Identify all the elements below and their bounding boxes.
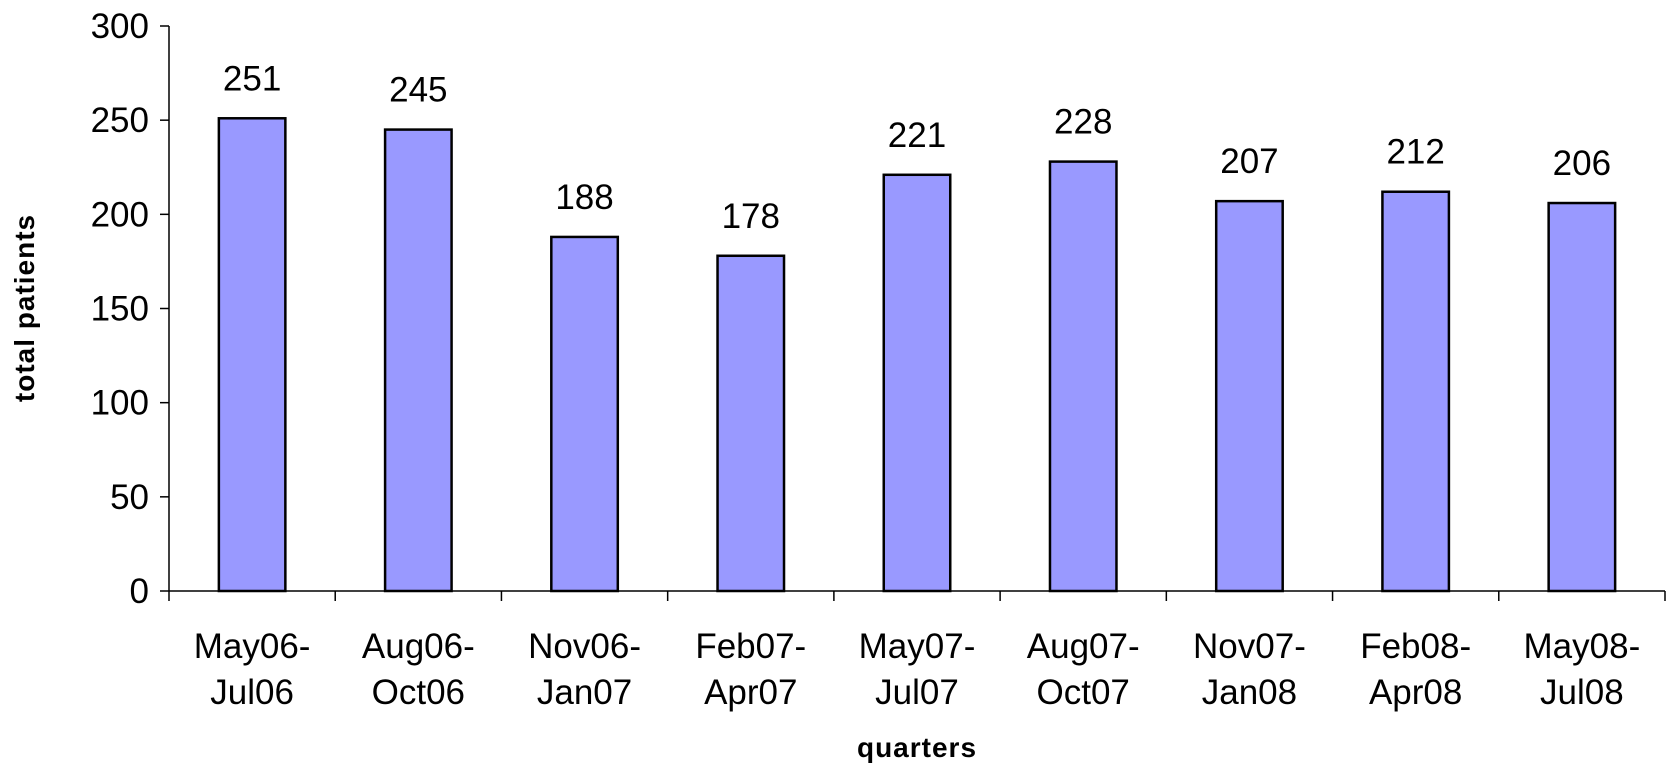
y-tick-label: 300	[91, 7, 149, 46]
y-tick-label: 100	[91, 384, 149, 423]
data-label: 245	[389, 71, 447, 110]
x-tick-label: Aug06-Oct06	[362, 627, 475, 712]
bar	[716, 254, 786, 593]
data-label: 221	[888, 116, 946, 155]
bar	[882, 173, 952, 593]
bar	[1547, 201, 1617, 593]
bar	[217, 117, 287, 593]
data-label: 206	[1553, 144, 1611, 183]
x-tick-label: May07-Jul07	[859, 627, 976, 712]
bar	[1381, 190, 1451, 593]
y-tick-label: 200	[91, 195, 149, 234]
bar	[550, 235, 620, 593]
x-tick-label: Aug07-Oct07	[1027, 627, 1140, 712]
y-tick-label: 250	[91, 101, 149, 140]
bar	[383, 128, 453, 593]
y-tick-label: 0	[130, 572, 149, 611]
bar	[1048, 160, 1118, 593]
x-tick-label: May06-Jul06	[194, 627, 311, 712]
data-label: 228	[1054, 103, 1112, 142]
data-label: 188	[555, 178, 613, 217]
data-label: 212	[1386, 133, 1444, 172]
y-axis-title: total patients	[9, 214, 40, 402]
x-tick-label: Feb08-Apr08	[1360, 627, 1471, 712]
bar	[1214, 199, 1284, 593]
y-tick-label: 150	[91, 290, 149, 329]
x-axis-title: quarters	[857, 732, 977, 763]
x-tick-label: Nov06-Jan07	[528, 627, 641, 712]
data-label: 207	[1220, 142, 1278, 181]
x-tick-label: May08-Jul08	[1524, 627, 1641, 712]
x-tick-label: Feb07-Apr07	[695, 627, 806, 712]
x-tick-label: Nov07-Jan08	[1193, 627, 1306, 712]
data-label: 251	[223, 59, 281, 98]
y-tick-label: 50	[110, 478, 149, 517]
data-label: 178	[722, 197, 780, 236]
